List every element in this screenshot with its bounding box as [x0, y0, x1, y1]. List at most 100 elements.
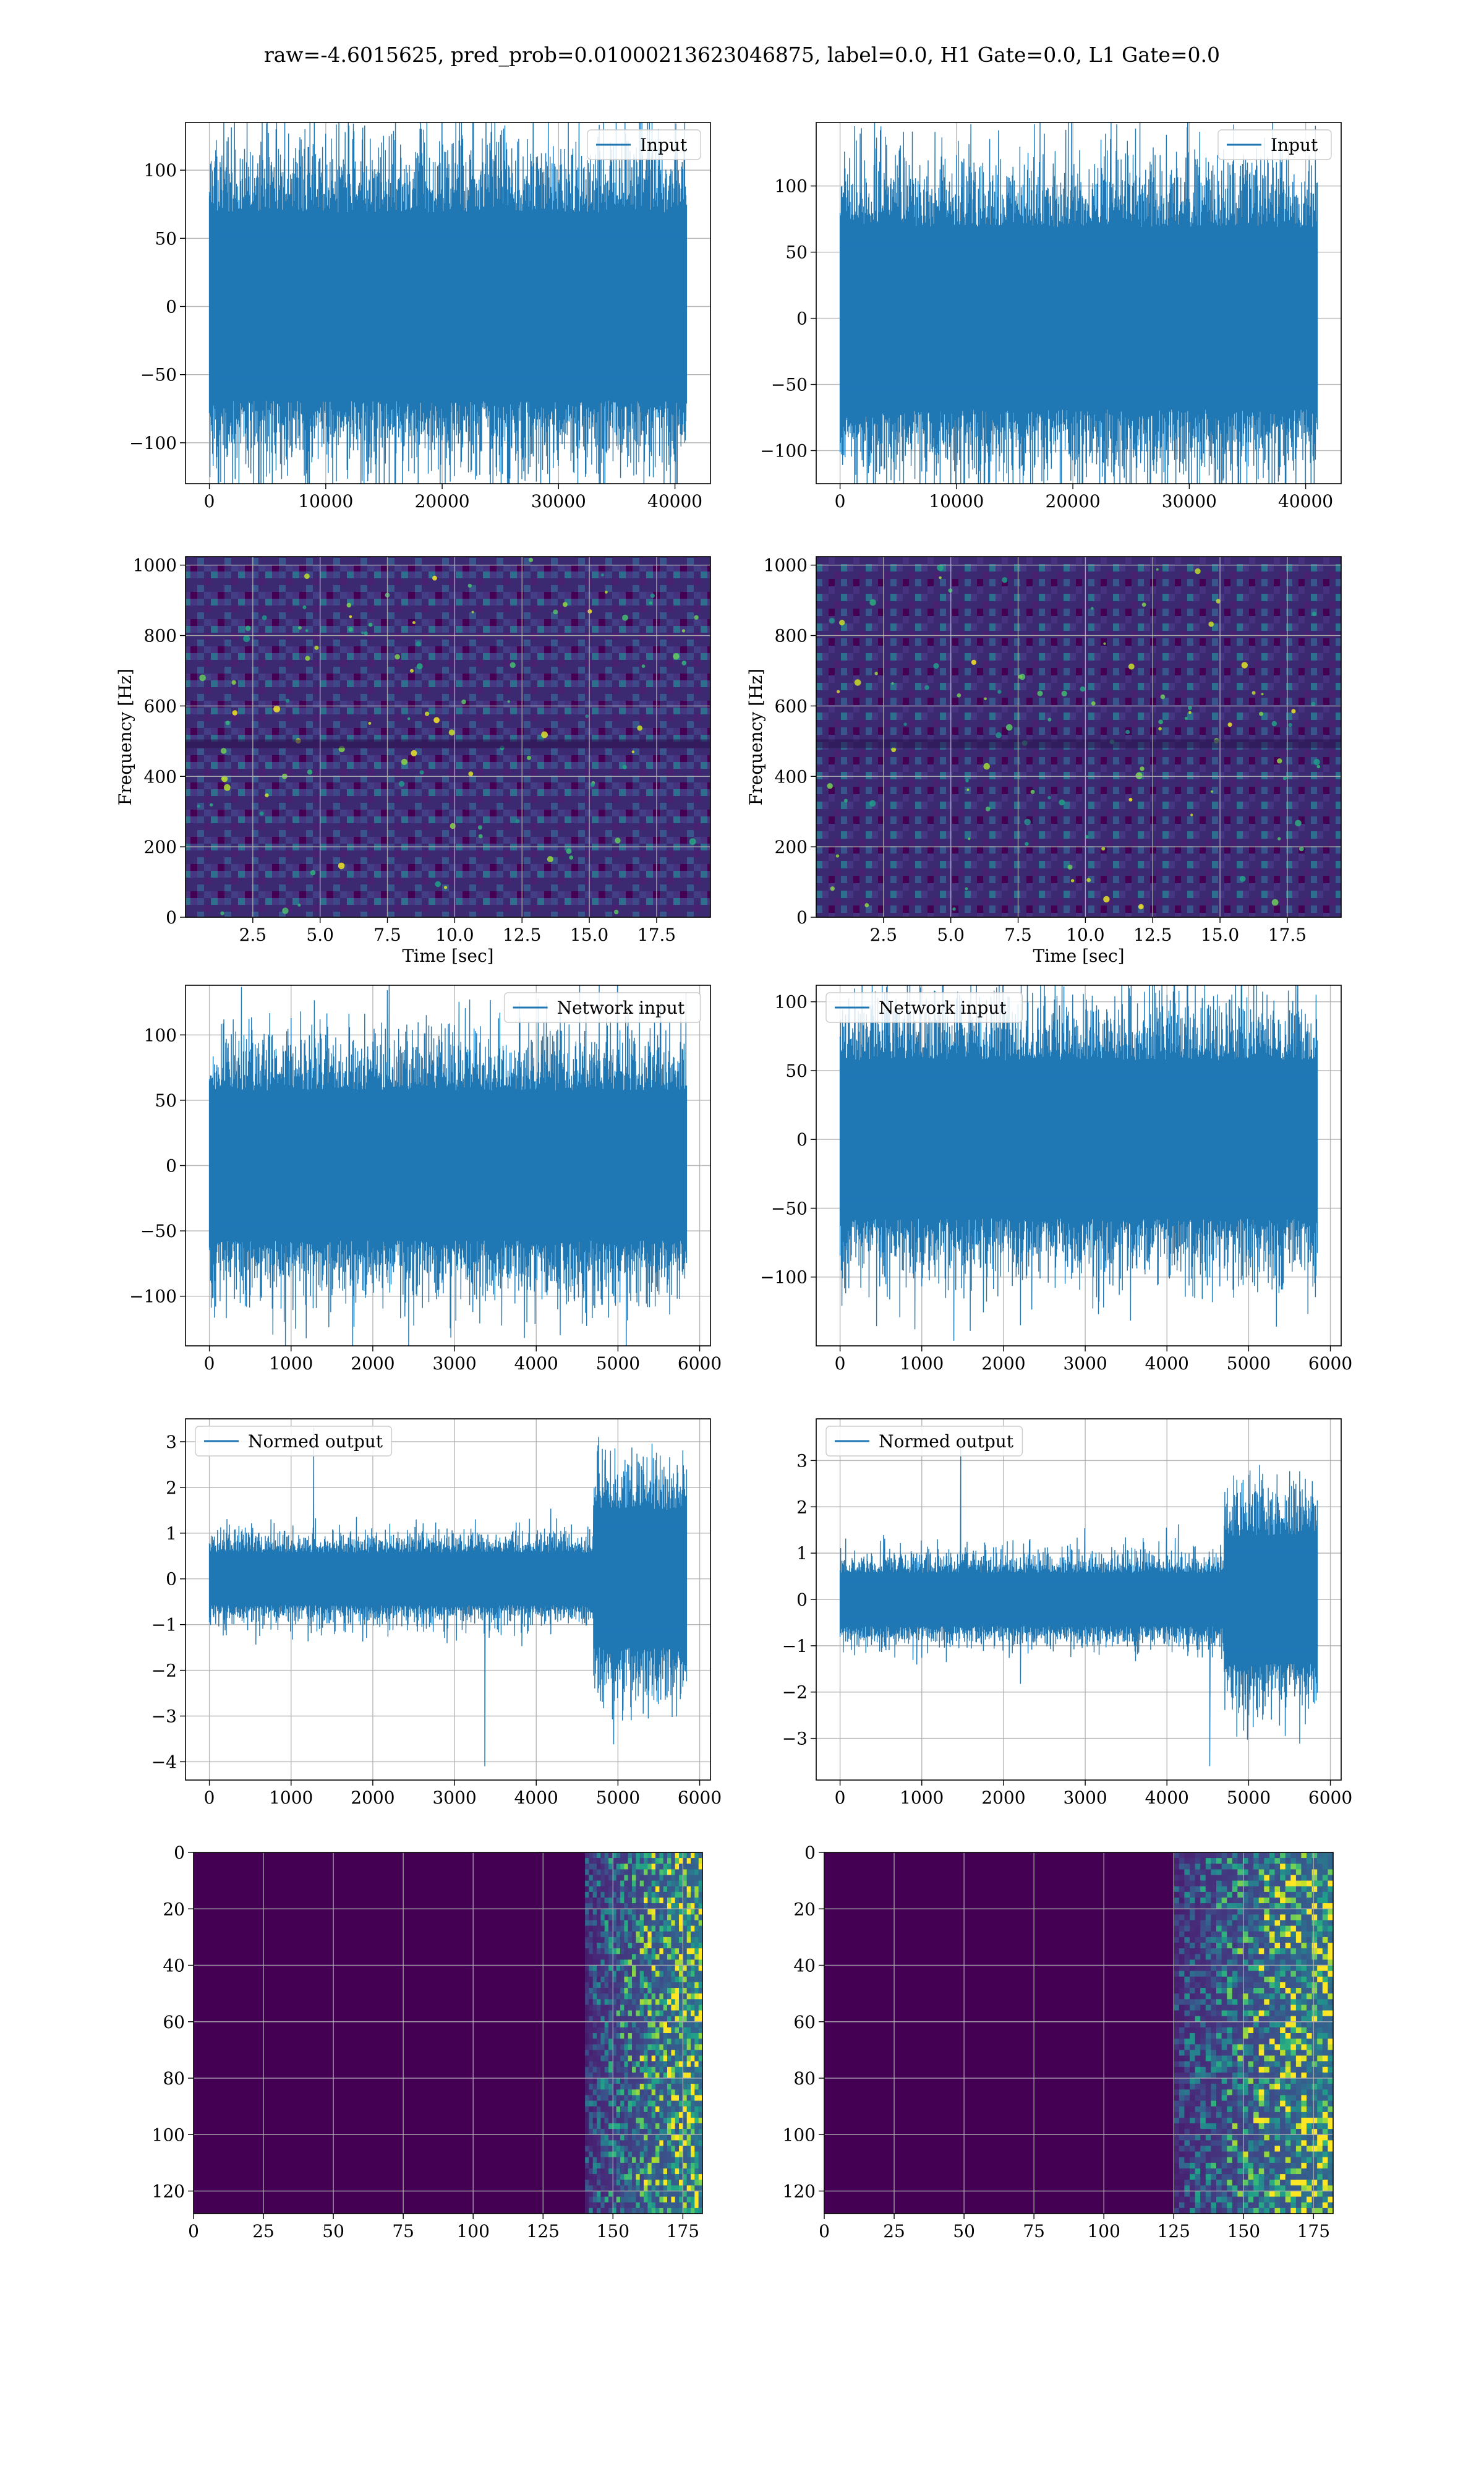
output-map-right-cell [1311, 2157, 1318, 2164]
output-map-left-cell [698, 1869, 703, 1875]
output-map-right-cell [1322, 1858, 1328, 1864]
output-map-right-cell [1179, 2191, 1185, 2197]
output-map-right-cell [1328, 1937, 1334, 1943]
output-map-right-cell [1264, 2027, 1270, 2034]
spectrogram-left-bright-cell [507, 700, 510, 703]
output-map-left-cell [651, 1880, 656, 1886]
output-map-left-cell [667, 2146, 672, 2152]
output-map-left-cell [686, 2095, 691, 2101]
output-map-left-cell [636, 2089, 640, 2095]
output-map-left-cell [592, 1931, 597, 1938]
normed-output-right-xtick-label: 2000 [981, 1787, 1025, 1808]
output-map-right-cell [1190, 2078, 1195, 2084]
output-map-right-cell [1174, 2078, 1180, 2084]
spectrogram-right-ytick-label: 600 [775, 696, 808, 716]
output-map-left-cell [683, 1965, 687, 1971]
output-map-left-cell [597, 1880, 601, 1886]
output-map-right-cell [1274, 2140, 1281, 2146]
output-map-right-cell [1328, 2078, 1334, 2084]
output-map-right-cell [1307, 2174, 1312, 2180]
output-map-left-cell [632, 2005, 636, 2011]
output-map-right-cell [1184, 2112, 1190, 2118]
output-map-right-cell [1216, 2089, 1222, 2095]
output-map-left-cell [675, 2185, 680, 2191]
output-map-left-ytick-label: 0 [174, 1843, 185, 1863]
output-map-right-cell [1216, 1971, 1222, 1977]
spectrogram-right-bright-cell [1210, 790, 1214, 793]
output-map-right-cell [1237, 2095, 1243, 2101]
output-map-right-cell [1179, 1891, 1185, 1898]
output-map-left-cell [597, 1937, 601, 1943]
output-map-left-cell [698, 2050, 703, 2056]
output-map-right-cell [1227, 1909, 1233, 1915]
normed-output-left-frame [185, 1418, 711, 1781]
output-map-left-cell [683, 2146, 687, 2152]
output-map-left-cell [671, 1976, 675, 1983]
output-map-left-cell [639, 2168, 644, 2175]
output-map-right-cell [1307, 1891, 1312, 1898]
output-map-left-cell [585, 2016, 589, 2022]
output-map-left-cell [608, 2117, 613, 2124]
output-map-left-cell [655, 2202, 660, 2209]
output-map-left-cell [651, 1869, 656, 1875]
spectrogram-left-bright-cell [601, 573, 604, 576]
spectrogram-left-bright-cell [510, 662, 516, 669]
output-map-right-cell [1295, 2072, 1302, 2079]
output-map-left-cell [604, 2129, 609, 2135]
output-map-left-cell [628, 1954, 633, 1960]
output-map-right-cell [1253, 2039, 1259, 2045]
output-map-right-cell [1221, 1880, 1227, 1886]
output-map-left-cell [612, 1903, 616, 1909]
output-map-left-cell [624, 2050, 628, 2056]
output-map-right-cell [1242, 1971, 1248, 1977]
output-map-right-cell [1248, 2089, 1254, 2095]
output-map-right-cell [1301, 1858, 1307, 1864]
spectrogram-right-bright-cell [854, 679, 861, 686]
output-map-right-cell [1242, 1937, 1248, 1943]
output-map-right-cell [1205, 1869, 1211, 1875]
output-map-right-cell [1317, 1852, 1323, 1859]
output-map-left-cell [589, 1965, 593, 1971]
spectrogram-left-bright-cell [310, 870, 316, 876]
output-map-right-cell [1227, 1999, 1233, 2005]
spectrogram-right-xtick-label: 15.0 [1201, 925, 1239, 945]
output-map-left-cell [691, 2196, 695, 2202]
output-map-left-cell [647, 2027, 652, 2034]
output-map-right-cell [1205, 2078, 1211, 2084]
output-map-left-cell [612, 2168, 616, 2175]
output-map-left-cell [691, 2117, 695, 2124]
output-map-left-cell [628, 1925, 633, 1932]
output-map-left-cell [683, 2010, 687, 2016]
output-map-right-cell [1311, 1925, 1318, 1932]
output-map-right-cell [1195, 2027, 1201, 2034]
output-map-right-cell [1221, 1959, 1227, 1966]
output-map-left-cell [589, 2191, 593, 2197]
output-map-left-cell [694, 1869, 699, 1875]
output-map-left-cell [675, 2072, 680, 2079]
output-map-left-cell [663, 2072, 668, 2079]
output-map-right-cell [1258, 2095, 1264, 2101]
output-map-left-cell [628, 1869, 633, 1875]
output-map-left-cell [592, 2157, 597, 2164]
output-map-left-cell [655, 2061, 660, 2067]
spectrogram-left-bright-cell [245, 625, 251, 631]
output-map-left-cell [636, 2044, 640, 2050]
output-map-right-cell [1311, 2084, 1318, 2090]
output-map-left-cell [628, 2123, 633, 2129]
output-map-left-cell [620, 1971, 625, 1977]
output-map-right-cell [1179, 1858, 1185, 1864]
output-map-right-cell [1258, 2044, 1264, 2050]
output-map-right-cell [1232, 1869, 1238, 1875]
output-map-right-cell [1280, 1891, 1286, 1898]
output-map-left-cell [592, 1943, 597, 1949]
output-map-left-cell [624, 2140, 628, 2146]
output-map-left-cell [608, 2157, 613, 2164]
output-map-right-cell [1221, 1869, 1227, 1875]
output-map-left-cell [616, 1920, 621, 1926]
output-map-left-cell [589, 1920, 593, 1926]
output-map-left-cell [663, 2061, 668, 2067]
output-map-left-cell [691, 2021, 695, 2028]
output-map-left-cell [655, 1858, 660, 1864]
output-map-right-cell [1184, 1858, 1190, 1864]
output-map-right-cell [1280, 2191, 1286, 2197]
